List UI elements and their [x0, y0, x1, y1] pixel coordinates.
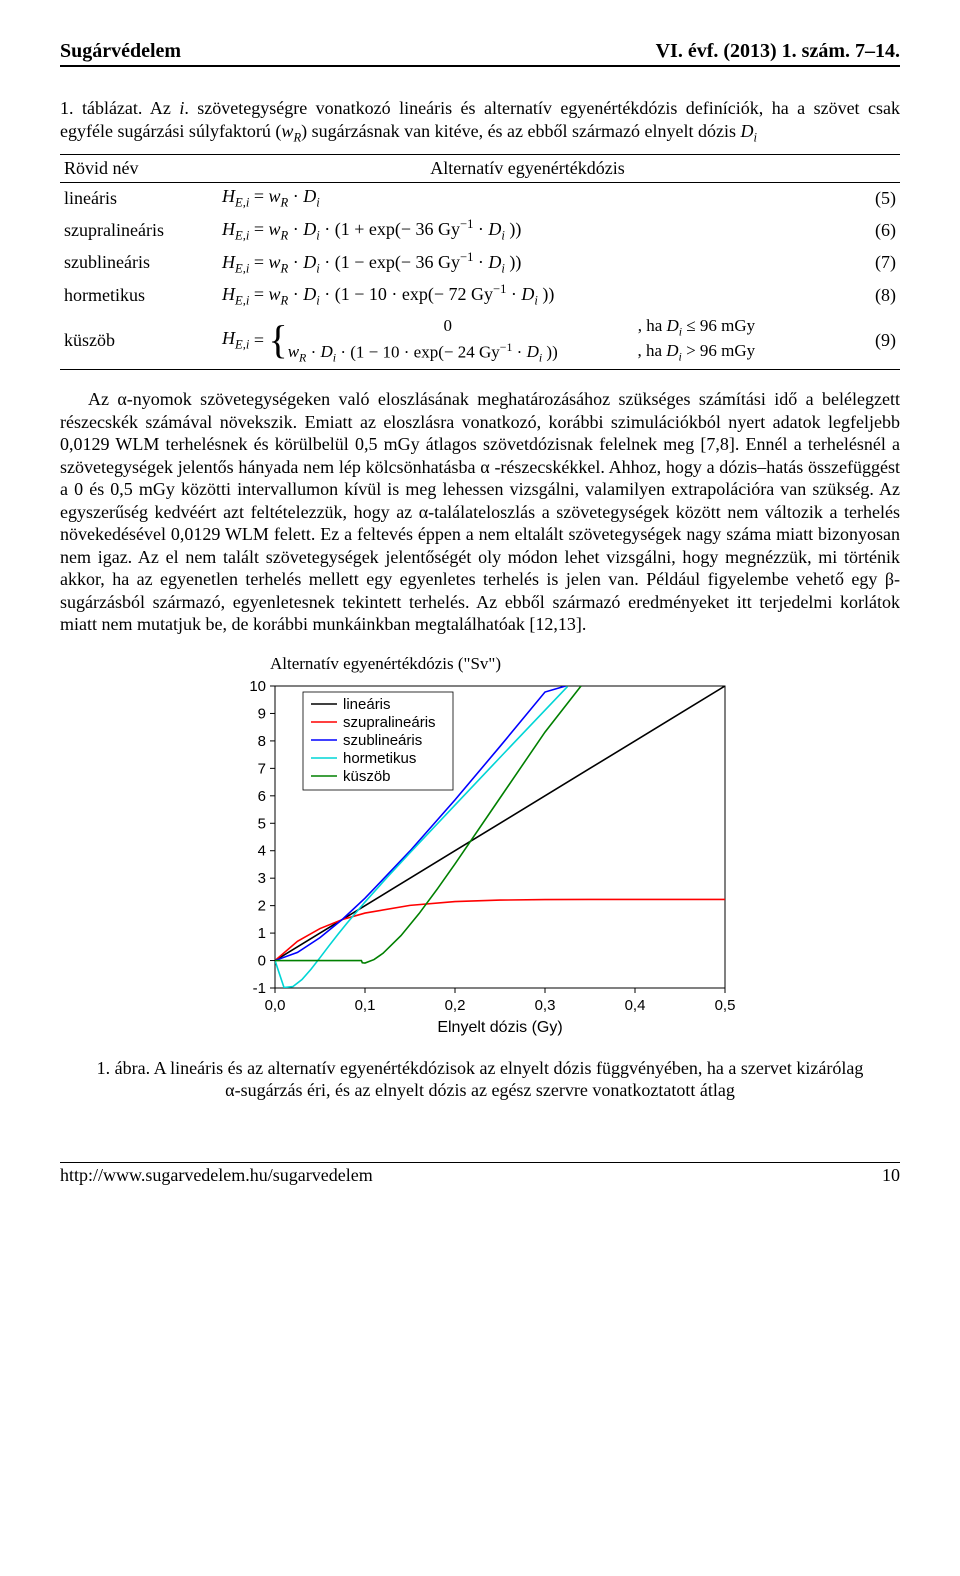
- definitions-table: Rövid név Alternatív egyenértékdózis lin…: [60, 154, 900, 370]
- svg-text:0: 0: [258, 952, 266, 969]
- row-eq: (5): [837, 183, 900, 214]
- svg-text:szupralineáris: szupralineáris: [343, 714, 436, 731]
- row-eq: (8): [837, 279, 900, 312]
- svg-text:8: 8: [258, 733, 266, 750]
- svg-text:0,1: 0,1: [355, 997, 376, 1014]
- svg-text:-1: -1: [253, 980, 266, 997]
- svg-text:5: 5: [258, 815, 266, 832]
- row-eq: (7): [837, 247, 900, 280]
- header-right: VI. évf. (2013) 1. szám. 7–14.: [656, 40, 900, 63]
- svg-text:0,4: 0,4: [625, 997, 646, 1014]
- footer-right: 10: [882, 1165, 900, 1186]
- page-header: Sugárvédelem VI. évf. (2013) 1. szám. 7–…: [60, 40, 900, 67]
- table-row: lineáris HE,i = wR · Di (5): [60, 183, 900, 214]
- table-head-right: Alternatív egyenértékdózis: [218, 155, 837, 183]
- row-formula: HE,i = wR · Di: [218, 183, 837, 214]
- row-name: szublineáris: [60, 247, 218, 280]
- row-name: szupralineáris: [60, 214, 218, 247]
- svg-text:9: 9: [258, 705, 266, 722]
- row-name: lineáris: [60, 183, 218, 214]
- table-row: hormetikus HE,i = wR · Di · (1 − 10 · ex…: [60, 279, 900, 312]
- svg-text:küszöb: küszöb: [343, 768, 391, 785]
- svg-text:6: 6: [258, 787, 266, 804]
- svg-text:Elnyelt dózis (Gy): Elnyelt dózis (Gy): [437, 1019, 562, 1036]
- chart-title: Alternatív egyenértékdózis ("Sv"): [220, 654, 740, 674]
- table-head-left: Rövid név: [60, 155, 218, 183]
- page-footer: http://www.sugarvedelem.hu/sugarvedelem …: [60, 1162, 900, 1186]
- row-formula: HE,i = wR · Di · (1 − exp(− 36 Gy−1 · Di…: [218, 247, 837, 280]
- row-eq: (6): [837, 214, 900, 247]
- svg-text:hormetikus: hormetikus: [343, 750, 416, 767]
- row-formula: HE,i = wR · Di · (1 + exp(− 36 Gy−1 · Di…: [218, 214, 837, 247]
- row-formula: HE,i = wR · Di · (1 − 10 · exp(− 72 Gy−1…: [218, 279, 837, 312]
- footer-left: http://www.sugarvedelem.hu/sugarvedelem: [60, 1165, 373, 1186]
- row-eq: (9): [837, 312, 900, 370]
- row-name: küszöb: [60, 312, 218, 370]
- table-row: küszöb HE,i = { 0 , ha Di ≤ 96 mGy wR · …: [60, 312, 900, 370]
- svg-text:2: 2: [258, 897, 266, 914]
- body-paragraph: Az α-nyomok szövetegységeken való eloszl…: [60, 388, 900, 636]
- table-row: szupralineáris HE,i = wR · Di · (1 + exp…: [60, 214, 900, 247]
- table-row: szublineáris HE,i = wR · Di · (1 − exp(−…: [60, 247, 900, 280]
- row-name: hormetikus: [60, 279, 218, 312]
- svg-text:0,5: 0,5: [715, 997, 736, 1014]
- svg-text:0,2: 0,2: [445, 997, 466, 1014]
- svg-text:4: 4: [258, 842, 266, 859]
- header-left: Sugárvédelem: [60, 40, 181, 63]
- svg-text:1: 1: [258, 925, 266, 942]
- svg-text:10: 10: [249, 678, 266, 695]
- figure-caption: 1. ábra. A lineáris és az alternatív egy…: [90, 1057, 870, 1102]
- svg-text:7: 7: [258, 760, 266, 777]
- svg-text:0,0: 0,0: [265, 997, 286, 1014]
- row-formula: HE,i = { 0 , ha Di ≤ 96 mGy wR · Di · (1…: [218, 312, 837, 370]
- svg-text:szublineáris: szublineáris: [343, 732, 422, 749]
- svg-text:lineáris: lineáris: [343, 696, 391, 713]
- line-chart: -1 0 1 2 3 4 5 6 7 8 9 10 0,0 0,1 0,2 0,3 0,4 0,5 Elnyelt …: [220, 678, 740, 1038]
- svg-text:3: 3: [258, 870, 266, 887]
- figure: Alternatív egyenértékdózis ("Sv") -1 0 1 2 3…: [220, 654, 740, 1043]
- svg-text:0,3: 0,3: [535, 997, 556, 1014]
- table-caption: 1. táblázat. Az i. szövetegységre vonatk…: [60, 97, 900, 146]
